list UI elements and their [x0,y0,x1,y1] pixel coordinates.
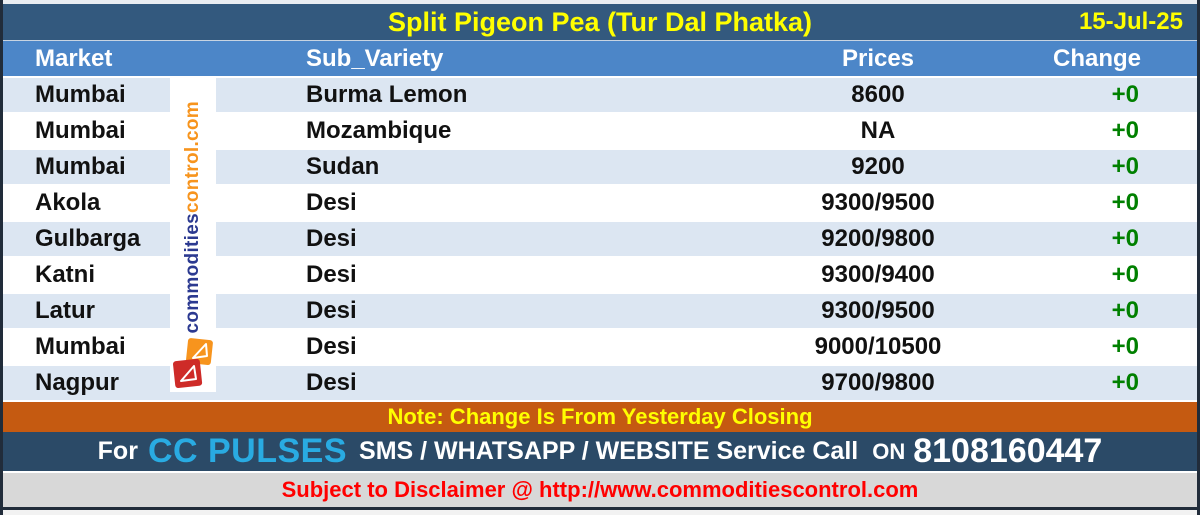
cell-prices: 9300/9400 [703,257,1053,294]
cell-market: Nagpur [3,365,258,402]
divider [3,471,1197,473]
cell-prices: 8600 [703,77,1053,114]
cell-sub-variety: Desi [258,257,703,294]
cell-sub-variety: Burma Lemon [258,77,703,114]
cell-prices: 9000/10500 [703,329,1053,366]
service-bar: For CC PULSES SMS / WHATSAPP / WEBSITE S… [3,432,1197,471]
cell-prices: 9200/9800 [703,221,1053,258]
cell-change: +0 [1053,77,1197,114]
page-title: Split Pigeon Pea (Tur Dal Phatka) [387,7,813,37]
cell-prices: NA [703,113,1053,150]
cell-sub-variety: Sudan [258,149,703,186]
price-table-body: Mumbai Burma Lemon 8600 +0 Mumbai Mozambique N… [3,77,1197,402]
cell-sub-variety: Desi [258,221,703,258]
cell-market: Mumbai [3,113,258,150]
cell-change: +0 [1053,221,1197,258]
bottom-strip [3,507,1197,515]
service-for-label: For [97,437,138,465]
disclaimer-text: Subject to Disclaimer @ http://www.commo… [3,473,1197,507]
table-row: Mumbai Burma Lemon 8600 +0 [3,77,1197,114]
cell-market: Katni [3,257,258,294]
cell-market: Mumbai [3,77,258,114]
column-header-change: Change [1053,41,1197,78]
report-date: 15-Jul-25 [1078,8,1183,35]
watermark-text: commoditiescontrol.com [182,101,204,334]
table-header: Market Sub_Variety Prices Change [3,41,1197,78]
cell-prices: 9300/9500 [703,293,1053,330]
cell-market: Mumbai [3,329,258,366]
watermark-text-part2: control.com [182,101,203,214]
cell-sub-variety: Desi [258,365,703,402]
column-header-prices: Prices [703,41,1053,78]
cell-market: Akola [3,185,258,222]
brand-name: CC PULSES [147,432,348,470]
price-table: Market Sub_Variety Prices Change Mumbai B… [3,41,1197,402]
cell-change: +0 [1053,113,1197,150]
table-row: Mumbai Sudan 9200 +0 [3,149,1197,186]
cell-change: +0 [1053,185,1197,222]
table-row: Mumbai Mozambique NA +0 [3,113,1197,150]
column-header-sub-variety: Sub_Variety [258,41,703,78]
cell-sub-variety: Desi [258,293,703,330]
column-header-market: Market [3,41,258,78]
service-on-label: ON [872,438,906,464]
title-bar: Split Pigeon Pea (Tur Dal Phatka) 15-Jul… [3,4,1197,41]
cell-prices: 9300/9500 [703,185,1053,222]
service-channels: SMS / WHATSAPP / WEBSITE Service Call [359,437,859,465]
cell-sub-variety: Mozambique [258,113,703,150]
cell-prices: 9700/9800 [703,365,1053,402]
cell-sub-variety: Desi [258,329,703,366]
watermark-text-part1: commodities [182,213,203,335]
service-phone-number: 8108160447 [913,432,1103,470]
table-row: Katni Desi 9300/9400 +0 [3,257,1197,294]
cell-change: +0 [1053,329,1197,366]
cell-market: Mumbai [3,149,258,186]
note-bar: Note: Change Is From Yesterday Closing [3,402,1197,432]
commoditiescontrol-watermark: commoditiescontrol.com [170,78,216,392]
table-row: Nagpur Desi 9700/9800 +0 [3,365,1197,402]
cell-change: +0 [1053,149,1197,186]
top-strip [3,0,1197,4]
commoditiescontrol-logo-icon [173,338,213,388]
cell-change: +0 [1053,293,1197,330]
cell-prices: 9200 [703,149,1053,186]
cell-market: Latur [3,293,258,330]
cell-sub-variety: Desi [258,185,703,222]
cell-market: Gulbarga [3,221,258,258]
cell-change: +0 [1053,257,1197,294]
table-row: Akola Desi 9300/9500 +0 [3,185,1197,222]
cell-change: +0 [1053,365,1197,402]
